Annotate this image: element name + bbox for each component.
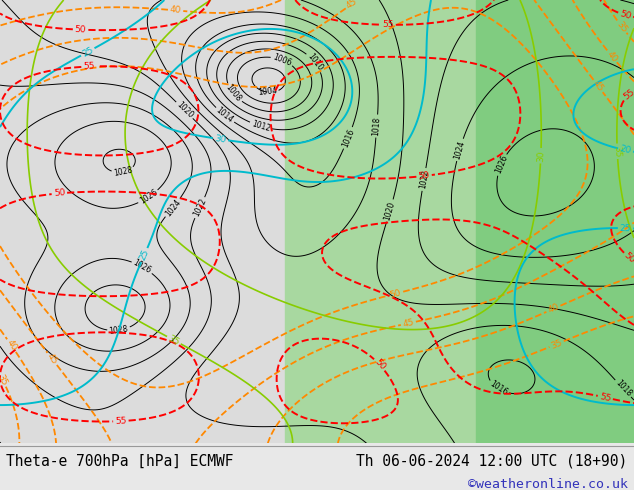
Text: 25: 25	[619, 223, 631, 233]
Text: 40: 40	[605, 49, 619, 64]
Text: 1018: 1018	[613, 378, 633, 399]
Text: 45: 45	[402, 318, 415, 329]
Text: 1022: 1022	[418, 169, 430, 190]
Text: 1012: 1012	[250, 119, 271, 133]
Text: 35: 35	[167, 334, 181, 347]
Text: 55: 55	[622, 88, 634, 102]
Text: 50: 50	[418, 171, 430, 181]
Text: 55: 55	[83, 62, 95, 71]
Text: 35: 35	[0, 372, 9, 387]
Text: 50: 50	[372, 358, 387, 372]
Text: 1004: 1004	[257, 87, 277, 98]
Text: 55: 55	[598, 392, 612, 403]
Bar	[476, 0, 634, 443]
Text: 30: 30	[214, 134, 227, 145]
Text: 1020: 1020	[174, 100, 195, 120]
Text: 40: 40	[169, 5, 181, 15]
Text: 1016: 1016	[340, 127, 356, 148]
Text: 50: 50	[53, 188, 65, 198]
Text: 35: 35	[612, 146, 622, 157]
Text: 1018: 1018	[372, 116, 382, 136]
Text: 1006: 1006	[271, 52, 293, 68]
Text: 1026: 1026	[493, 154, 509, 175]
Text: 40: 40	[4, 338, 18, 353]
Text: 1028: 1028	[113, 166, 133, 178]
Text: 35: 35	[615, 20, 629, 34]
Text: 1026: 1026	[138, 188, 159, 206]
Text: 1028: 1028	[108, 324, 129, 336]
Text: Th 06-06-2024 12:00 UTC (18+90): Th 06-06-2024 12:00 UTC (18+90)	[356, 454, 628, 468]
Text: 45: 45	[345, 0, 359, 11]
Text: 55: 55	[115, 416, 127, 426]
Text: 45: 45	[45, 352, 59, 366]
Text: 50: 50	[619, 9, 632, 21]
Text: 55: 55	[382, 20, 394, 29]
Text: 1014: 1014	[214, 106, 235, 125]
Text: 25: 25	[81, 45, 95, 59]
Bar	[285, 0, 634, 443]
Text: 40: 40	[547, 302, 560, 315]
Text: 1020: 1020	[383, 200, 397, 221]
Text: 1010: 1010	[305, 52, 324, 73]
Text: 35: 35	[550, 338, 564, 350]
Text: 50: 50	[75, 25, 86, 34]
Text: 1024: 1024	[163, 197, 183, 218]
Text: 20: 20	[619, 145, 632, 156]
Text: 50: 50	[623, 251, 634, 265]
Text: 50: 50	[389, 288, 403, 299]
Text: 45: 45	[591, 79, 605, 93]
Text: 1022: 1022	[191, 197, 208, 218]
Text: 1016: 1016	[488, 380, 509, 397]
Text: 1024: 1024	[453, 139, 467, 160]
Text: ©weatheronline.co.uk: ©weatheronline.co.uk	[468, 478, 628, 490]
Text: 1026: 1026	[132, 258, 153, 275]
Text: Theta-e 700hPa [hPa] ECMWF: Theta-e 700hPa [hPa] ECMWF	[6, 454, 234, 468]
Text: 25: 25	[138, 248, 151, 262]
Text: 30: 30	[536, 150, 545, 162]
Bar	[0, 0, 317, 443]
Text: 1008: 1008	[224, 83, 243, 104]
